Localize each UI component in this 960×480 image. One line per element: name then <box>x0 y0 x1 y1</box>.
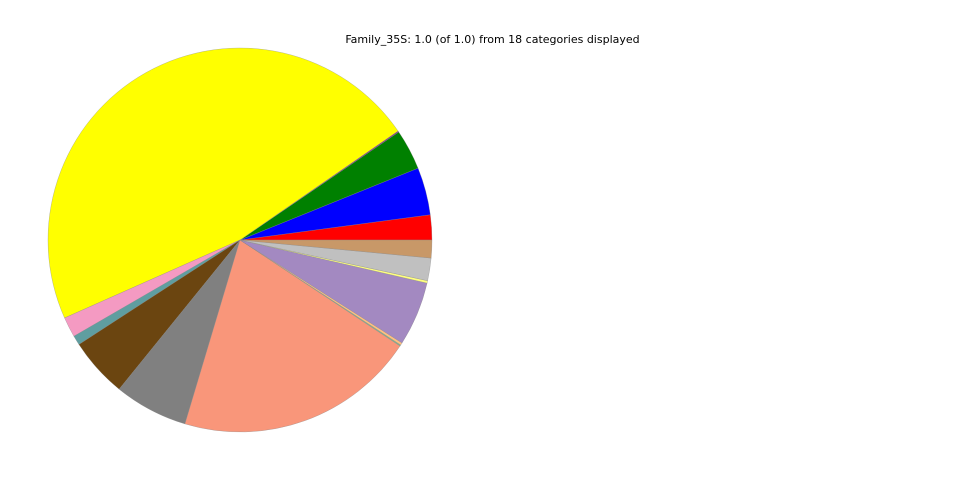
pie-slice-4 <box>47 47 399 319</box>
pie-slice-9 <box>184 239 401 433</box>
pie-slice-15 <box>239 239 433 259</box>
chart-title: Family_35S: 1.0 (of 1.0) from 18 categor… <box>345 33 640 46</box>
